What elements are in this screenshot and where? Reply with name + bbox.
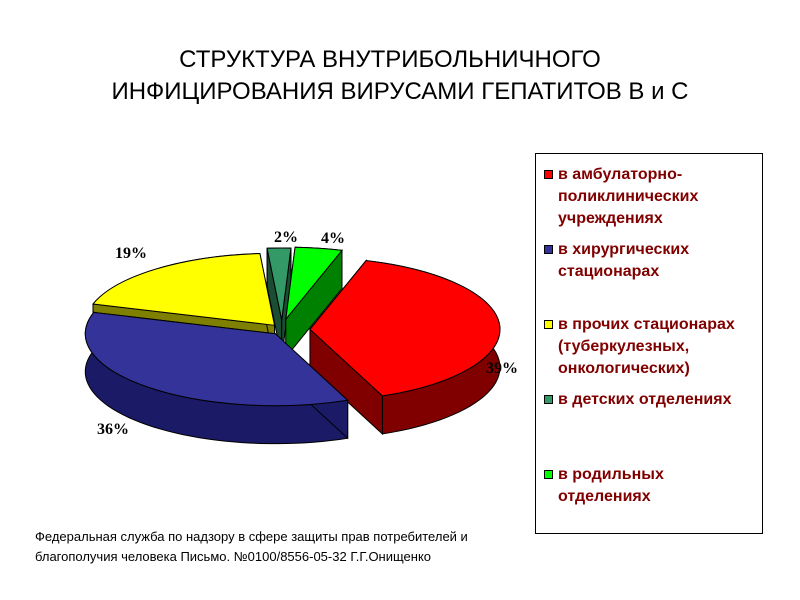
pie-slice-outpatient xyxy=(309,260,501,397)
legend-item-children: в детских отделениях xyxy=(544,389,760,411)
legend-item-outpatient: в амбулаторно- поликлинических учреждени… xyxy=(544,164,760,230)
legend-label-maternity-2: отделениях xyxy=(558,488,651,505)
legend-swatch-children xyxy=(544,395,553,404)
legend-label-other-1: в прочих стационарах xyxy=(558,316,735,333)
legend-label-other-3: онкологических) xyxy=(558,360,690,377)
chart-legend: в амбулаторно- поликлинических учреждени… xyxy=(535,153,763,534)
legend-label-outpatient-3: учреждениях xyxy=(558,210,663,227)
legend-swatch-other-hospitals xyxy=(544,320,553,329)
legend-item-surgical: в хирургических стационарах xyxy=(544,239,760,283)
legend-swatch-outpatient xyxy=(544,170,553,179)
legend-item-other-hospitals: в прочих стационарах (туберкулезных, онк… xyxy=(544,314,760,380)
legend-swatch-surgical xyxy=(544,245,553,254)
legend-label-surgical-2: стационарах xyxy=(558,263,660,280)
legend-label-other-2: (туберкулезных, xyxy=(558,338,690,355)
pie-slice-children xyxy=(266,247,292,321)
source-note: Федеральная служба по надзору в сфере за… xyxy=(35,527,535,567)
legend-swatch-maternity xyxy=(544,470,553,479)
title-line-1: СТРУКТУРА ВНУТРИБОЛЬНИЧНОГО xyxy=(179,46,601,73)
pie-slice-other-hospitals xyxy=(92,253,276,326)
source-line-1: Федеральная служба по надзору в сфере за… xyxy=(35,529,468,544)
data-label-outpatient: 39% xyxy=(486,360,518,377)
legend-label-children-1: в детских отделениях xyxy=(558,391,732,408)
data-label-children: 2% xyxy=(274,229,298,246)
legend-item-maternity: в родильных отделениях xyxy=(544,464,760,508)
pie-slice-maternity xyxy=(285,246,343,321)
source-line-2: благополучия человека Письмо. №0100/8556… xyxy=(35,549,432,564)
pie-slice-surgical xyxy=(84,311,349,407)
pie-chart: 39% 36% 19% 2% 4% xyxy=(84,229,518,445)
data-label-surgical: 36% xyxy=(97,421,129,438)
data-label-maternity: 4% xyxy=(321,230,345,247)
legend-label-maternity-1: в родильных xyxy=(558,466,664,483)
legend-label-outpatient-2: поликлинических xyxy=(558,188,699,205)
legend-label-outpatient-1: в амбулаторно- xyxy=(558,166,683,183)
title-line-2: ИНФИЦИРОВАНИЯ ВИРУСАМИ ГЕПАТИТОВ В и С xyxy=(111,78,689,105)
chart-title: СТРУКТУРА ВНУТРИБОЛЬНИЧНОГО ИНФИЦИРОВАНИ… xyxy=(0,44,800,108)
legend-label-surgical-1: в хирургических xyxy=(558,241,690,258)
data-label-other-hospitals: 19% xyxy=(115,245,147,262)
